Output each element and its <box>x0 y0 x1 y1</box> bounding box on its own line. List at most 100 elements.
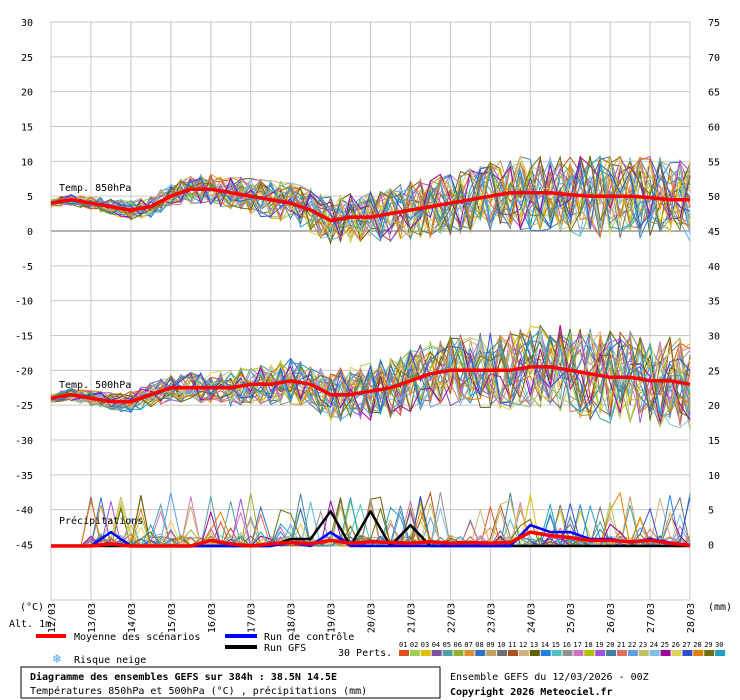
member-legend-number: 04 <box>432 641 440 649</box>
left-tick-label: 15 <box>21 123 33 134</box>
member-legend-swatch <box>518 650 529 656</box>
member-legend-number: 29 <box>704 641 712 649</box>
member-legend-swatch <box>584 650 595 656</box>
member-legend-swatch <box>497 650 508 656</box>
member-legend-swatch <box>671 650 682 656</box>
x-tick-label: 28/03 <box>686 603 697 633</box>
x-tick-label: 13/03 <box>87 603 98 633</box>
member-legend-swatch <box>638 650 649 656</box>
member-line-t850 <box>50 158 691 241</box>
right-tick-label: 5 <box>708 506 714 517</box>
member-legend-number: 18 <box>584 641 592 649</box>
mean-precip-line <box>51 530 691 548</box>
member-legend-number: 09 <box>486 641 494 649</box>
x-tick-label: 19/03 <box>327 603 338 633</box>
legend-control-label: Run de contrôle <box>264 631 354 643</box>
left-tick-label: 20 <box>21 88 33 99</box>
right-tick-label: 0 <box>708 541 714 552</box>
x-tick-label: 27/03 <box>646 603 657 633</box>
member-legend-swatch <box>453 650 464 656</box>
member-legend-swatch <box>508 650 518 656</box>
member-legend-number: 14 <box>541 641 549 649</box>
member-legend-swatch <box>475 650 486 656</box>
member-line-t500 <box>50 324 691 422</box>
member-legend-number: 01 <box>399 641 407 649</box>
left-tick-label: 5 <box>27 192 33 203</box>
x-tick-label: 21/03 <box>406 603 417 633</box>
right-tick-label: 55 <box>708 157 720 168</box>
member-legend-swatch <box>409 650 420 656</box>
mean-t850-line <box>50 187 690 223</box>
member-legend-swatch <box>529 650 540 656</box>
member-legend-swatch <box>704 650 715 656</box>
left-unit-label: (°C) <box>20 602 44 613</box>
left-tick-label: 10 <box>21 157 33 168</box>
member-legend-swatch <box>399 650 409 656</box>
member-legend-swatch <box>442 650 453 656</box>
left-tick-label: -15 <box>15 332 33 343</box>
member-legend-number: 20 <box>606 641 614 649</box>
member-legend: 01 02 03 04 05 06 07 08 09 10 11 12 13 14 15 16 17 18 19 20… <box>399 641 726 656</box>
member-legend-swatch <box>606 650 617 656</box>
chart-subtitle: Températures 850hPa et 500hPa (°C) , pré… <box>30 685 367 697</box>
run-info: Ensemble GEFS du 12/03/2026 - 00Z <box>450 672 649 683</box>
left-tick-label: 30 <box>21 18 33 29</box>
right-tick-label: 25 <box>708 366 720 377</box>
member-legend-number: 30 <box>715 641 723 649</box>
member-legend-number: 28 <box>693 641 701 649</box>
member-legend-swatch <box>562 650 573 656</box>
copyright: Copyright 2026 Meteociel.fr <box>450 686 613 698</box>
member-legend-swatch <box>431 650 442 656</box>
member-legend-number: 16 <box>563 641 571 649</box>
member-legend-swatch <box>573 650 584 656</box>
right-tick-label: 65 <box>708 88 720 99</box>
left-tick-label: -10 <box>15 297 33 308</box>
left-tick-label: 25 <box>21 53 33 64</box>
member-legend-swatch <box>715 650 726 656</box>
member-legend-swatch <box>420 650 431 656</box>
member-legend-swatch <box>551 650 562 656</box>
right-tick-label: 35 <box>708 297 720 308</box>
left-tick-label: -5 <box>21 262 33 273</box>
member-legend-number: 24 <box>650 641 658 649</box>
member-legend-number: 10 <box>497 641 505 649</box>
x-tick-label: 20/03 <box>367 603 378 633</box>
member-legend-number: 08 <box>475 641 483 649</box>
left-tick-label: -40 <box>15 506 33 517</box>
right-tick-label: 15 <box>708 436 720 447</box>
member-legend-number: 19 <box>595 641 603 649</box>
x-tick-label: 24/03 <box>526 603 537 633</box>
main-series <box>50 187 691 548</box>
member-legend-number: 25 <box>661 641 669 649</box>
left-tick-label: -20 <box>15 366 33 377</box>
member-legend-number: 13 <box>530 641 538 649</box>
member-legend-number: 23 <box>639 641 647 649</box>
member-legend-swatch <box>649 650 660 656</box>
right-tick-label: 30 <box>708 332 720 343</box>
title-box <box>20 666 441 699</box>
member-legend-number: 02 <box>410 641 418 649</box>
member-line-t500 <box>50 336 691 420</box>
member-legend-number: 22 <box>628 641 636 649</box>
chart-title: Diagramme des ensembles GEFS sur 384h : … <box>30 671 337 683</box>
left-tick-label: -25 <box>15 401 33 412</box>
legend-perts-label: 30 Perts. <box>338 648 392 659</box>
alt-label: Alt. 1m <box>9 619 51 630</box>
member-line-t850 <box>50 155 691 236</box>
label-precip: Précipitations <box>59 515 143 527</box>
right-tick-label: 10 <box>708 471 720 482</box>
x-tick-label: 25/03 <box>566 603 577 633</box>
legend-mean-label: Moyenne des scénarios <box>74 631 200 643</box>
member-legend-number: 06 <box>454 641 462 649</box>
x-tick-label: 14/03 <box>127 603 138 633</box>
member-legend-number: 21 <box>617 641 625 649</box>
label-t850: Temp. 850hPa <box>59 183 131 194</box>
member-line-t500 <box>50 337 691 416</box>
x-tick-label: 22/03 <box>446 603 457 633</box>
member-legend-number: 26 <box>672 641 680 649</box>
right-tick-label: 75 <box>708 18 720 29</box>
right-tick-label: 45 <box>708 227 720 238</box>
member-legend-number: 12 <box>519 641 527 649</box>
